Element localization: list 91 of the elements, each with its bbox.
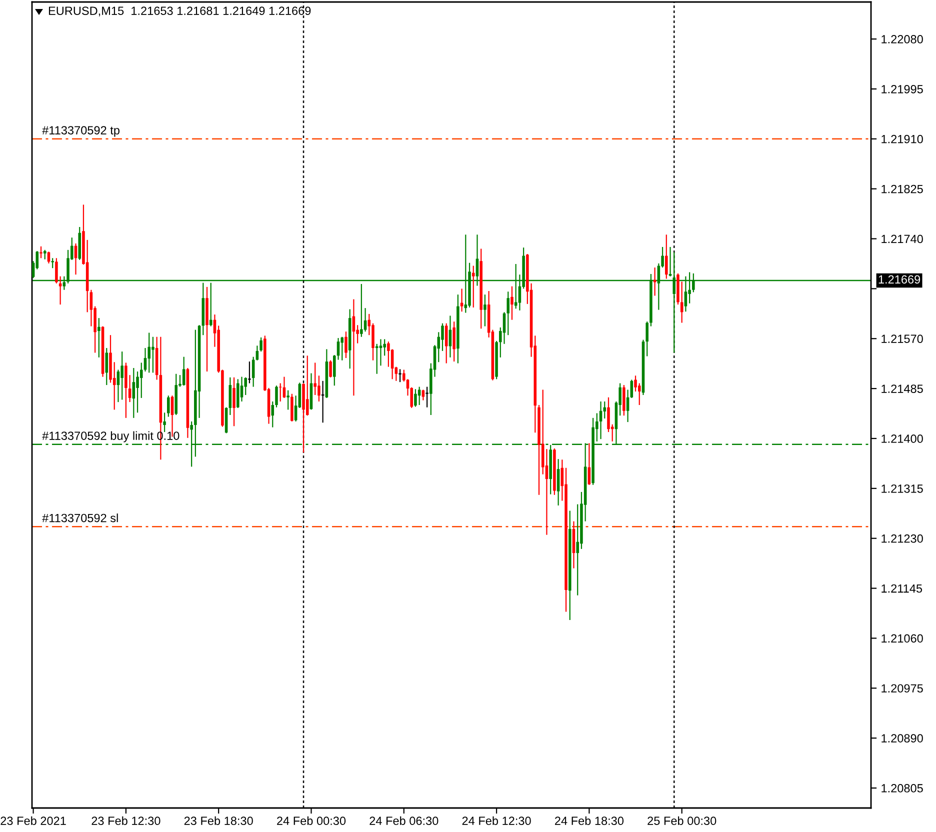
y-tick-label: 1.21400 (882, 434, 923, 443)
y-tick-label: 1.21570 (882, 334, 923, 344)
candlestick (444, 322, 448, 364)
candlestick (425, 386, 429, 408)
x-tick-label: 23 Feb 2021 (0, 816, 66, 826)
candlestick (556, 458, 560, 506)
candlestick (484, 294, 486, 327)
candlestick (329, 360, 332, 378)
candlestick (318, 375, 320, 402)
x-tick-label: 23 Feb 18:30 (184, 816, 253, 826)
candlestick (422, 389, 425, 401)
x-tick-label: 24 Feb 06:30 (370, 816, 438, 826)
x-tick-label: 25 Feb 00:30 (648, 816, 716, 826)
chart-title: EURUSD,M15 1.21653 1.21681 1.21649 1.21669 (48, 6, 311, 16)
candlestick (344, 331, 348, 359)
candlestick (626, 389, 630, 423)
y-tick-label: 1.22080 (882, 35, 923, 44)
candlestick (607, 396, 610, 433)
candlestick (364, 308, 367, 332)
candlestick (306, 355, 309, 416)
candlestick (163, 412, 166, 433)
candlestick (271, 400, 274, 428)
candlestick (275, 385, 278, 408)
candlestick (340, 336, 344, 361)
candlestick (638, 382, 641, 406)
ref-line-label: 1.21669 (878, 275, 920, 284)
candlestick (588, 442, 591, 486)
y-tick-label: 1.20975 (882, 684, 923, 693)
candlestick (622, 384, 626, 416)
y-tick-label: 1.21740 (882, 234, 923, 244)
candlestick (256, 345, 259, 361)
candlestick (136, 370, 139, 414)
y-tick-label: 1.21995 (882, 84, 923, 94)
x-tick-label: 24 Feb 12:30 (462, 816, 531, 826)
y-tick-label: 1.20890 (882, 734, 923, 742)
y-tick-label: 1.20805 (882, 784, 923, 792)
candlestick (448, 315, 452, 358)
candlestick (576, 504, 579, 596)
candlestick (630, 379, 634, 399)
candlestick (398, 368, 402, 383)
candlestick (372, 322, 374, 361)
candlestick (182, 356, 186, 386)
x-tick-label: 23 Feb 12:30 (92, 816, 160, 826)
candlestick (375, 343, 378, 374)
candlestick (124, 362, 128, 418)
x-tick-label: 24 Feb 00:30 (277, 816, 346, 826)
candlestick (51, 258, 54, 269)
candlestick (98, 318, 100, 358)
candlestick (105, 347, 108, 386)
candlestick (668, 246, 672, 277)
candlestick (680, 281, 684, 324)
candlestick (472, 265, 475, 308)
candlestick (314, 362, 316, 396)
candlestick (43, 249, 46, 260)
candlestick (418, 386, 421, 406)
candlestick (286, 390, 290, 410)
candlestick (360, 283, 363, 338)
candlestick (120, 350, 124, 400)
candlestick (209, 282, 212, 327)
candlestick (634, 375, 637, 392)
candlestick (228, 376, 232, 416)
candlestick (441, 322, 444, 352)
candlestick (282, 376, 286, 399)
candlestick (460, 288, 464, 312)
y-tick-label: 1.21060 (882, 634, 923, 643)
candlestick (510, 286, 514, 320)
candlestick (148, 332, 150, 374)
x-tick-label: 24 Feb 18:30 (555, 816, 624, 826)
y-tick-label: 1.21315 (882, 484, 923, 493)
candlestick (58, 276, 62, 306)
candlestick (260, 336, 262, 352)
candlestick (414, 388, 417, 408)
candlestick (167, 395, 170, 418)
ref-line-label: #113370592 tp (42, 126, 120, 137)
y-tick-label: 1.21230 (882, 534, 923, 543)
y-tick-label: 1.21485 (882, 384, 923, 393)
candlestick (132, 367, 136, 418)
candlestick (55, 258, 58, 284)
candlestick (248, 360, 252, 384)
y-tick-label: 1.21145 (882, 584, 922, 593)
candlestick (452, 321, 456, 362)
y-tick-label: 1.21910 (882, 134, 923, 144)
y-tick-label: 1.21825 (882, 184, 923, 194)
candlestick (152, 336, 154, 374)
candlestick (379, 338, 382, 366)
candlestick (232, 376, 236, 427)
candlestick (665, 234, 668, 280)
ref-line-label: #113370592 sl (42, 514, 118, 522)
candlestick (40, 246, 42, 259)
candlestick (116, 369, 120, 403)
candlestick (387, 341, 390, 368)
